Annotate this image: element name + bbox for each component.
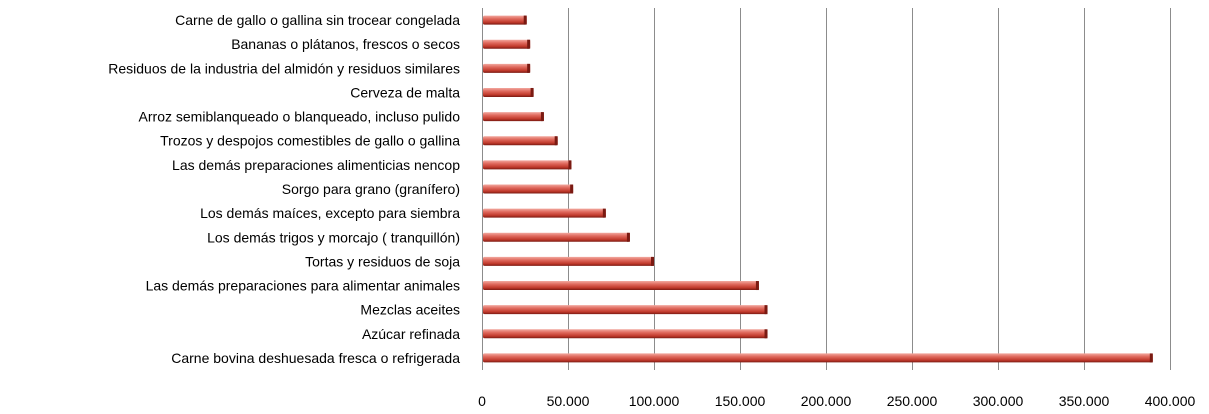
- bar: [483, 184, 574, 194]
- bar: [483, 329, 768, 339]
- x-tick-label: 400.000: [1145, 393, 1196, 409]
- x-tick-label: 100.000: [629, 393, 680, 409]
- category-label: Residuos de la industria del almidón y r…: [108, 60, 460, 76]
- bar: [483, 136, 558, 146]
- bar-end-cap: [527, 39, 531, 49]
- x-tick-labels: 0 50.000 100.000 150.000 200.000 250.000 300.0…: [478, 393, 1195, 409]
- x-tick-label: 250.000: [887, 393, 938, 409]
- category-label: Sorgo para grano (granífero): [282, 181, 460, 197]
- bar-end-cap: [651, 256, 654, 266]
- bar: [483, 353, 1153, 363]
- category-label: Carne de gallo o gallina sin trocear con…: [175, 12, 460, 28]
- category-labels: Carne bovina deshuesada fresca o refrige…: [108, 12, 460, 366]
- category-label: Trozos y despojos comestibles de gallo o…: [160, 133, 460, 149]
- bar: [483, 208, 606, 218]
- bar: [483, 281, 759, 291]
- category-label: Carne bovina deshuesada fresca o refrige…: [171, 350, 460, 366]
- bar: [483, 305, 768, 315]
- bar-end-cap: [602, 208, 606, 218]
- x-tick-label: 50.000: [547, 393, 590, 409]
- category-label: Tortas y residuos de soja: [305, 253, 460, 269]
- bar-end-cap: [626, 232, 630, 242]
- x-tick-label: 200.000: [801, 393, 852, 409]
- bar: [483, 39, 531, 49]
- x-tick-label: 0: [478, 393, 486, 409]
- bar-end-cap: [764, 329, 768, 339]
- category-label: Bananas o plátanos, frescos o secos: [231, 36, 460, 52]
- x-tick-label: 300.000: [973, 393, 1024, 409]
- category-label: Azúcar refinada: [362, 326, 460, 342]
- bar: [483, 112, 544, 122]
- bar-end-cap: [568, 160, 572, 170]
- x-tick-label: 350.000: [1059, 393, 1110, 409]
- bars: [483, 15, 1153, 363]
- bar-end-cap: [527, 63, 531, 73]
- bar: [483, 232, 630, 242]
- bar-end-cap: [523, 15, 527, 25]
- category-label: Las demás preparaciones para alimentar a…: [146, 278, 460, 294]
- category-label: Mezclas aceites: [360, 302, 460, 318]
- bar: [483, 63, 531, 73]
- bar-end-cap: [554, 136, 558, 146]
- category-label: Arroz semiblanqueado o blanqueado, inclu…: [139, 109, 461, 125]
- category-label: Las demás preparaciones alimenticias nen…: [172, 157, 460, 173]
- category-label: Cerveza de malta: [350, 84, 460, 100]
- bar-end-cap: [530, 87, 534, 97]
- bar-end-cap: [1149, 353, 1153, 363]
- bar-end-cap: [764, 305, 768, 315]
- bar-end-cap: [755, 281, 759, 291]
- bar-end-cap: [540, 112, 544, 122]
- bar-end-cap: [570, 184, 574, 194]
- category-label: Los demás trigos y morcajo ( tranquillón…: [207, 229, 460, 245]
- x-tick-label: 150.000: [715, 393, 766, 409]
- bar: [483, 160, 572, 170]
- category-label: Los demás maíces, excepto para siembra: [200, 205, 460, 221]
- gridlines: [482, 8, 1171, 370]
- bar: [483, 256, 654, 266]
- bar: [483, 87, 534, 97]
- bar: [483, 15, 527, 25]
